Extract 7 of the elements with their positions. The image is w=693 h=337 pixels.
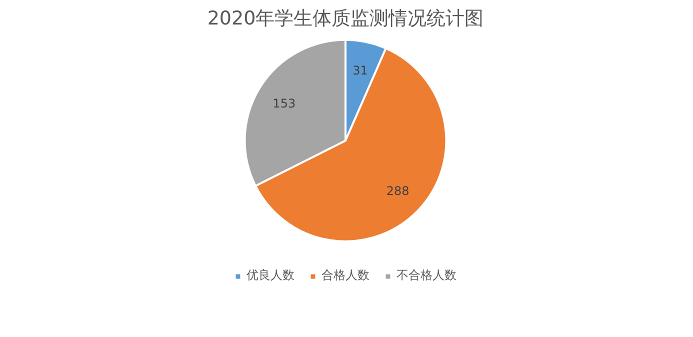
data-label: 31	[352, 63, 368, 78]
data-label: 153	[272, 96, 296, 110]
legend-label: 不合格人数	[396, 267, 456, 284]
data-label: 288	[386, 184, 410, 198]
legend-label: 优良人数	[246, 267, 294, 284]
chart-title: 2020年学生体质监测情况统计图	[207, 8, 484, 30]
legend-label: 合格人数	[322, 267, 370, 284]
